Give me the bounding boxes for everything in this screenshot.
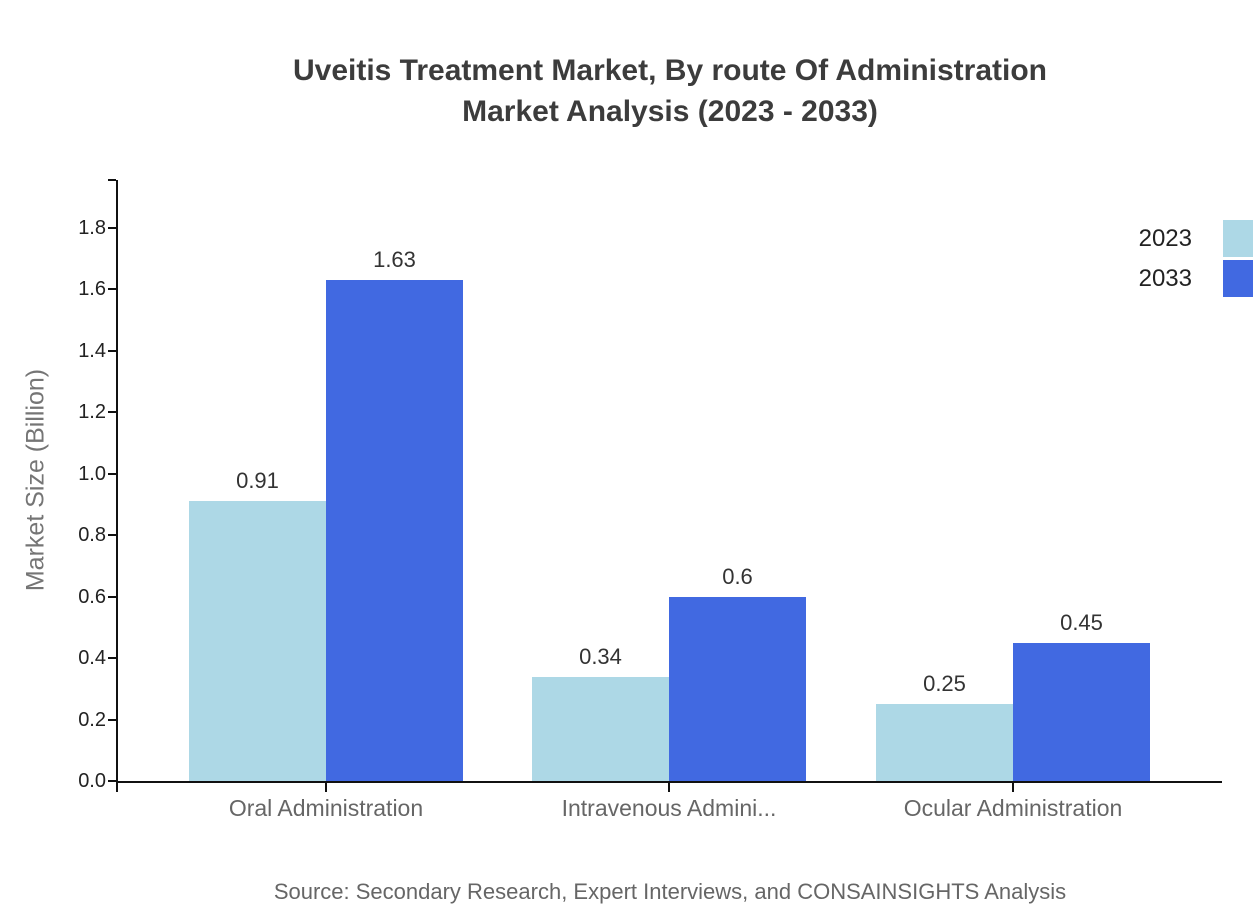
y-tick-label: 0.8 <box>78 524 106 547</box>
legend-label-2023: 2023 <box>1138 224 1192 252</box>
category-label-3: Ocular Administration <box>903 795 1123 821</box>
legend-item-2023: 2023 <box>977 220 1253 257</box>
chart-title-line-2: Market Analysis (2023 - 2033) <box>462 95 878 128</box>
y-tick-label: 1.0 <box>78 462 106 485</box>
bar-2023-1 <box>189 501 326 781</box>
y-axis-tick <box>108 534 116 537</box>
bar-2033-1 <box>326 280 463 781</box>
x-axis-tick <box>1012 781 1014 792</box>
y-tick-label: 0.6 <box>78 585 106 608</box>
category-label-1: Oral Administration <box>228 795 424 821</box>
value-label-2023-2: 0.34 <box>579 643 622 669</box>
y-tick-label: 0.0 <box>78 770 106 792</box>
value-label-2033-1: 1.63 <box>373 247 416 273</box>
y-axis-tick <box>108 472 116 475</box>
x-axis-tick <box>668 781 670 792</box>
bar-2023-3 <box>876 704 1013 781</box>
y-axis-tick <box>108 780 116 782</box>
bar-2033-2 <box>669 596 806 781</box>
y-axis-tick <box>108 657 116 660</box>
y-tick-label: 1.6 <box>78 278 106 301</box>
y-axis-end-tick <box>108 179 116 181</box>
y-axis-tick <box>108 718 116 721</box>
y-axis-tick <box>108 595 116 598</box>
y-axis-line <box>116 180 118 792</box>
y-tick-label: 1.8 <box>78 217 106 240</box>
y-tick-label: 0.4 <box>78 647 106 670</box>
bar-2023-2 <box>532 676 669 781</box>
y-axis-tick <box>108 411 116 414</box>
legend-swatch-2023 <box>1223 220 1253 257</box>
y-tick-label: 0.2 <box>78 708 106 731</box>
y-tick-label: 1.2 <box>78 401 106 424</box>
bar-2033-3 <box>1013 642 1150 781</box>
legend-item-2033: 2033 <box>977 260 1253 297</box>
legend-label-2033: 2033 <box>1138 264 1192 292</box>
value-label-2033-2: 0.6 <box>722 563 753 589</box>
y-tick-label: 1.4 <box>78 339 106 362</box>
y-axis-tick <box>108 288 116 291</box>
value-label-2033-3: 0.45 <box>1060 609 1103 635</box>
y-axis-tick <box>108 227 116 230</box>
value-label-2023-3: 0.25 <box>923 671 966 697</box>
y-axis-tick <box>108 349 116 352</box>
source-attribution: Source: Secondary Research, Expert Inter… <box>273 879 1067 904</box>
legend: 2023 2033 <box>977 220 1253 300</box>
chart-title: Uveitis Treatment Market, By route Of Ad… <box>140 50 1200 132</box>
category-label-2: Intravenous Admini... <box>561 795 777 821</box>
legend-swatch-2033 <box>1223 260 1253 297</box>
value-label-2023-1: 0.91 <box>236 468 279 494</box>
chart-title-line-1: Uveitis Treatment Market, By route Of Ad… <box>292 54 1048 87</box>
x-axis-tick <box>325 781 327 792</box>
